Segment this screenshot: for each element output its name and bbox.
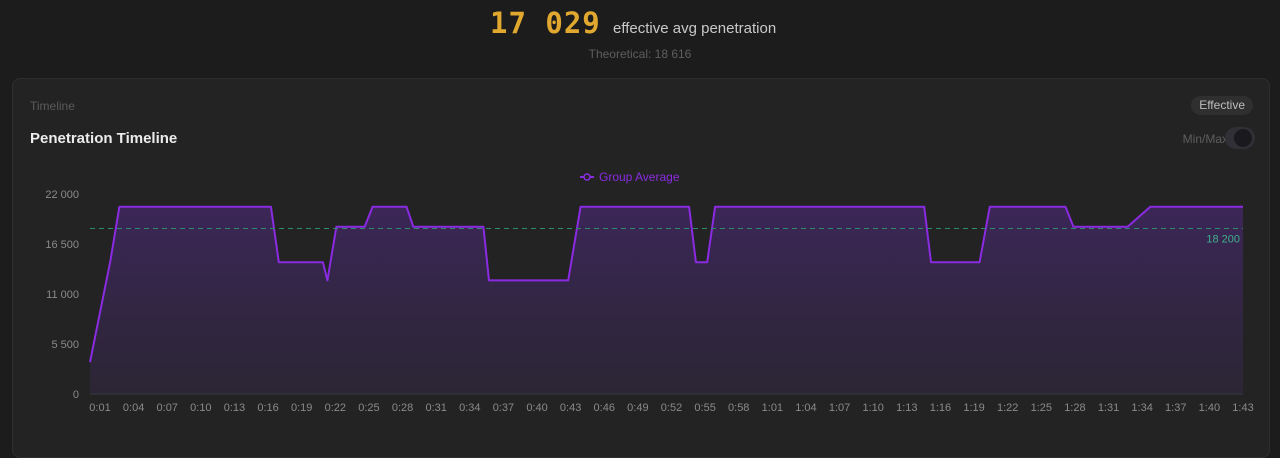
x-tick-label: 0:40 [526, 402, 547, 414]
minmax-toggle[interactable] [1225, 127, 1255, 149]
x-tick-label: 0:28 [392, 402, 413, 414]
toggle-knob [1234, 129, 1252, 147]
x-tick-label: 0:25 [358, 402, 379, 414]
minmax-toggle-label: Min/Max [1182, 132, 1228, 146]
x-tick-label: 0:22 [325, 402, 346, 414]
x-tick-label: 1:01 [762, 402, 783, 414]
penetration-chart: 0 5 500 11 000 16 500 22 000 0:01 0:04 0:07 0:10… [45, 170, 1253, 414]
section-label: Timeline [30, 99, 75, 113]
x-tick-label: 0:07 [157, 402, 178, 414]
x-tick-label: 1:28 [1064, 402, 1085, 414]
x-tick-label: 1:07 [829, 402, 850, 414]
x-tick-label: 1:16 [930, 402, 951, 414]
effective-penetration-caption: effective avg penetration [613, 20, 777, 37]
x-tick-label: 0:49 [627, 402, 648, 414]
y-tick-label: 11 000 [46, 289, 79, 301]
x-tick-label: 0:13 [224, 402, 245, 414]
x-tick-label: 0:34 [459, 402, 480, 414]
x-tick-label: 0:58 [728, 402, 749, 414]
summary-header: 17 029 effective avg penetration Theoret… [0, 0, 1280, 76]
x-tick-label: 1:22 [997, 402, 1018, 414]
x-tick-label: 1:37 [1165, 402, 1186, 414]
x-tick-label: 0:55 [694, 402, 715, 414]
legend-marker-dot [583, 173, 591, 181]
x-tick-label: 1:13 [896, 402, 917, 414]
series-area-group-average [90, 206, 1243, 394]
x-tick-label: 0:16 [257, 402, 278, 414]
x-tick-label: 1:31 [1098, 402, 1119, 414]
x-tick-label: 0:19 [291, 402, 312, 414]
x-tick-label: 0:37 [493, 402, 514, 414]
series-line-group-average [89, 205, 1243, 363]
x-tick-label: 1:40 [1199, 402, 1220, 414]
y-tick-label: 16 500 [45, 239, 79, 251]
x-tick-label: 1:10 [862, 402, 883, 414]
x-tick-label: 0:31 [425, 402, 446, 414]
chart-title: Penetration Timeline [30, 130, 178, 147]
y-tick-label: 5 500 [51, 339, 79, 351]
x-tick-label: 1:34 [1131, 402, 1152, 414]
x-tick-label: 0:46 [594, 402, 615, 414]
x-tick-label: 0:04 [123, 402, 144, 414]
x-tick-label: 0:10 [190, 402, 211, 414]
x-tick-label: 1:43 [1232, 402, 1253, 414]
mode-badge[interactable]: Effective [1191, 96, 1253, 115]
legend-label-group-average: Group Average [599, 170, 680, 184]
y-tick-label: 0 [73, 389, 79, 401]
effective-penetration-value: 17 029 [490, 6, 601, 40]
x-tick-label: 0:43 [560, 402, 581, 414]
y-tick-label: 22 000 [45, 189, 79, 201]
theoretical-penetration: Theoretical: 18 616 [588, 47, 692, 61]
reference-line-label: 18 200 [1206, 234, 1240, 246]
x-tick-label: 1:04 [795, 402, 816, 414]
x-tick-label: 0:52 [661, 402, 682, 414]
x-tick-label: 1:19 [963, 402, 984, 414]
x-tick-label: 0:01 [89, 402, 110, 414]
x-tick-label: 1:25 [1031, 402, 1052, 414]
